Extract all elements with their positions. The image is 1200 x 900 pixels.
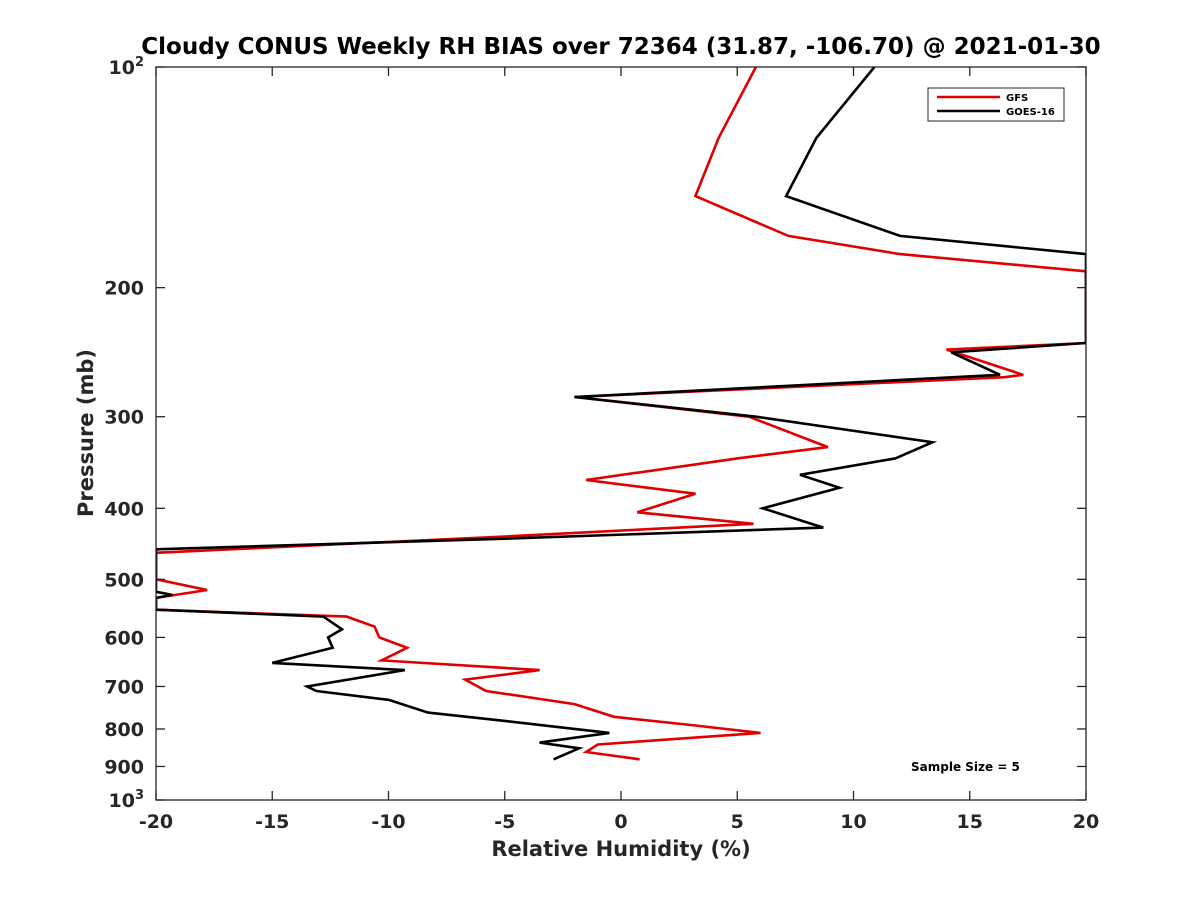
- y-tick-label: 900: [104, 756, 144, 778]
- x-tick-label: -5: [494, 811, 515, 833]
- x-tick-label: 20: [1073, 811, 1099, 833]
- x-tick-label: 15: [957, 811, 983, 833]
- y-tick-label: 200: [104, 278, 144, 300]
- x-tick-label: 5: [731, 811, 744, 833]
- y-tick-label: 700: [104, 676, 144, 698]
- series-line-goes16: [156, 67, 1086, 761]
- y-tick-exponent: 2: [135, 55, 144, 70]
- x-tick-label: 10: [840, 811, 866, 833]
- legend-box: [927, 87, 1065, 122]
- y-tick-label: 102: [109, 55, 145, 79]
- chart-title: Cloudy CONUS Weekly RH BIAS over 72364 (…: [141, 34, 1100, 60]
- y-tick-label: 600: [104, 627, 144, 649]
- y-tick-exponent: 3: [135, 788, 144, 803]
- sample-size-annotation: Sample Size = 5: [911, 760, 1020, 774]
- x-tick-label: -10: [371, 811, 405, 833]
- y-tick-base: 10: [109, 57, 135, 79]
- y-tick-label: 400: [104, 498, 144, 520]
- plot-area: [156, 67, 1086, 800]
- x-tick-label: -15: [255, 811, 289, 833]
- legend: GFS GOES-16: [927, 87, 1065, 122]
- x-tick-label: -20: [139, 811, 173, 833]
- y-tick-label: 500: [104, 569, 144, 591]
- x-tick-label: 0: [614, 811, 627, 833]
- legend-label-gfs: GFS: [1006, 93, 1028, 104]
- y-axis-label: Pressure (mb): [74, 349, 98, 517]
- y-tick-label: 300: [104, 407, 144, 429]
- legend-label-goes16: GOES-16: [1006, 107, 1055, 118]
- y-tick-label: 800: [104, 719, 144, 741]
- y-tick-base: 10: [109, 790, 135, 812]
- x-axis: -20 -15 -10 -5 0 5 10 15 20: [139, 67, 1099, 833]
- x-axis-label: Relative Humidity (%): [491, 837, 750, 861]
- y-tick-label: 103: [109, 788, 145, 812]
- series-layer: [156, 67, 1086, 761]
